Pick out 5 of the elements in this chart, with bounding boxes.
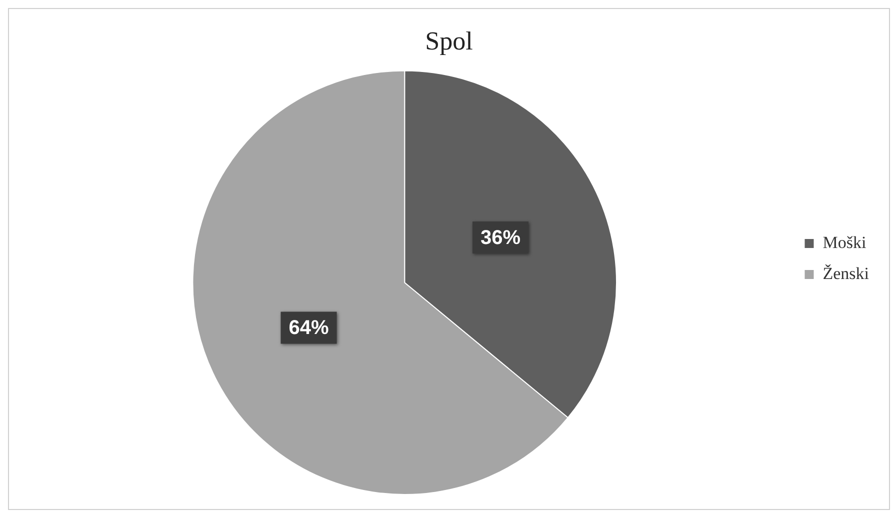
chart-title: Spol: [425, 26, 473, 56]
data-label: 64%: [288, 317, 329, 340]
legend-label: Moški: [822, 232, 866, 252]
legend-label: Ženski: [822, 264, 870, 283]
data-label: 36%: [480, 227, 521, 250]
